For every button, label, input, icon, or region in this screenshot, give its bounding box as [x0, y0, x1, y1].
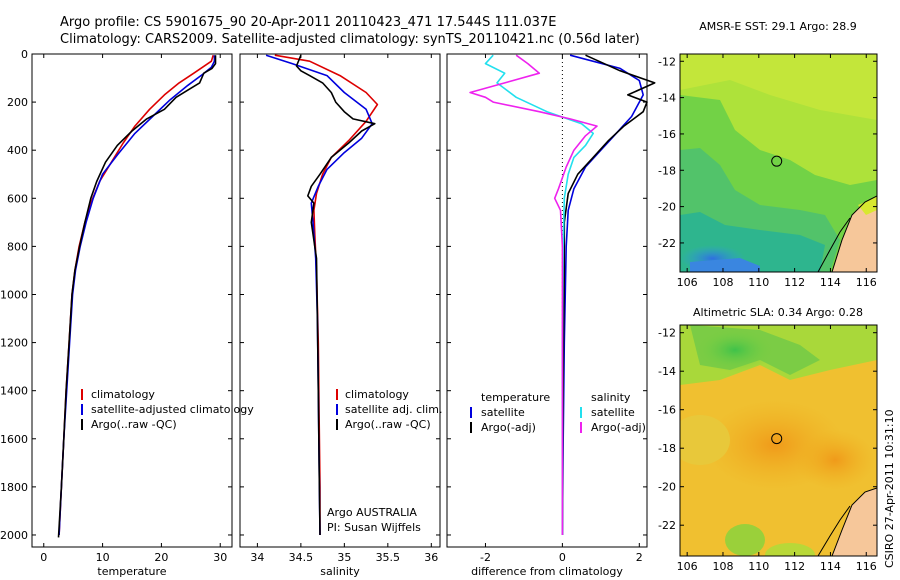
sla_map-ytick-label: -22: [658, 519, 676, 532]
sst_map-xtick-label: 110: [748, 276, 769, 289]
sst-map-title: AMSR-E SST: 29.1 Argo: 28.9: [699, 20, 857, 33]
legend-group-header: salinity: [591, 391, 631, 404]
sla_map-xtick-label: 114: [820, 560, 841, 573]
sst_map-xtick-label: 116: [856, 276, 877, 289]
sst_map-ytick-label: -12: [658, 55, 676, 68]
sla-map-frame: [679, 324, 878, 557]
temperature-ytick-label: 200: [7, 96, 28, 109]
sst_map-xtick-label: 106: [677, 276, 698, 289]
difference-series-temperature-satellite: [561, 54, 645, 536]
salinity-panel: 34 34.5 35 35.5 36 salinity climatology satelli…: [239, 53, 442, 578]
title-line-1: Argo profile: CS 5901675_90 20-Apr-2011 …: [60, 15, 556, 30]
difference-xtick-label: -2: [480, 551, 491, 564]
sla_map-ytick-label: -18: [658, 442, 676, 455]
difference-xtick-label: 2: [636, 551, 643, 564]
sst-coastline: [831, 195, 877, 272]
temperature-xlabel: temperature: [97, 565, 166, 578]
temperature-panel: 0 10 20 30 0 200 400 600 800 1000 1200 1400 1600 1800…: [0, 48, 254, 578]
sla-depth-contour: [817, 505, 851, 556]
sst_map-ytick-label: -20: [658, 201, 676, 214]
sst-depth-contour: [817, 217, 851, 272]
difference-frame: [446, 53, 648, 548]
legend-entry: Argo(..raw -QC): [91, 418, 177, 431]
sst_map-ytick-label: -22: [658, 237, 676, 250]
sst-map-axes: 106 108 110 112 114 116 -12 -14 -16 -18 -20 -22: [658, 54, 877, 289]
sst-map: AMSR-E SST: 29.1 Argo: 28.9 106 108 110 112…: [658, 20, 878, 289]
legend-entry: satellite adj. clim.: [345, 403, 442, 416]
difference-series-temperature-argo-adj-: [561, 54, 656, 536]
temperature-frame: [31, 53, 233, 548]
legend-entry: climatology: [91, 388, 155, 401]
legend-entry: satellite-adjusted climatology: [91, 403, 254, 416]
temperature-xtick-label: 0: [40, 551, 47, 564]
title-line-2: Climatology: CARS2009. Satellite-adjuste…: [60, 32, 640, 47]
sla_map-ytick-label: -12: [658, 327, 676, 340]
difference-xlabel: difference from climatology: [471, 565, 623, 578]
sla_map-ytick-label: -16: [658, 404, 676, 417]
sla-map-title: Altimetric SLA: 0.34 Argo: 0.28: [693, 306, 863, 319]
salinity-xtick-label: 35.5: [376, 551, 401, 564]
salinity-xtick-label: 34.5: [289, 551, 314, 564]
sst_map-ytick-label: -14: [658, 92, 676, 105]
sla_map-ytick-label: -20: [658, 481, 676, 494]
sla-map-axes: 106 108 110 112 114 116 -12 -14 -16 -18 -20 -22: [658, 325, 877, 573]
temperature-series-argo-raw-qc-: [57, 55, 217, 538]
sst_map-ytick-label: -18: [658, 164, 676, 177]
legend-entry: Argo(-adj): [591, 421, 646, 434]
legend-entry: Argo(..raw -QC): [345, 418, 431, 431]
difference-panel: -2 0 2 difference from climatology temperatu…: [446, 53, 656, 578]
sla_map-xtick-label: 116: [856, 560, 877, 573]
salinity-xtick-label: 34: [250, 551, 264, 564]
legend-entry: satellite: [591, 406, 635, 419]
sla-coastline: [831, 487, 877, 556]
temperature-ytick-label: 1800: [0, 481, 28, 494]
csiro-timestamp: CSIRO 27-Apr-2011 10:31:10: [883, 409, 896, 568]
legend-entry: satellite: [481, 406, 525, 419]
salinity-xlabel: salinity: [320, 565, 360, 578]
temperature-ytick-label: 1400: [0, 385, 28, 398]
temperature-xtick-label: 20: [154, 551, 168, 564]
difference-series-salinity-satellite: [484, 54, 595, 535]
difference-xtick-label: 0: [559, 551, 566, 564]
sst-map-field: [680, 54, 877, 272]
sla_map-argo-location-marker: [771, 433, 783, 445]
temperature-ytick-label: 800: [7, 240, 28, 253]
sst_map-xtick-label: 114: [820, 276, 841, 289]
salinity-xtick-label: 36: [424, 551, 438, 564]
salinity-series-argo-raw-qc-: [295, 54, 376, 536]
legend-entry: Argo(-adj): [481, 421, 536, 434]
sla_map-ytick-label: -14: [658, 365, 676, 378]
sst_map-xtick-label: 108: [712, 276, 733, 289]
salinity-annotation: Argo AUSTRALIA: [327, 506, 417, 519]
legend-group-header: temperature: [481, 391, 550, 404]
sla-map-field: [680, 325, 877, 556]
sst_map-xtick-label: 112: [784, 276, 805, 289]
sst-map-frame: [679, 53, 878, 273]
salinity-annotation: PI: Susan Wijffels: [327, 521, 421, 534]
temperature-ytick-label: 1200: [0, 337, 28, 350]
salinity-xtick-label: 35: [337, 551, 351, 564]
temperature-ytick-label: 1600: [0, 433, 28, 446]
sla_map-xtick-label: 106: [677, 560, 698, 573]
sst_map-ytick-label: -16: [658, 128, 676, 141]
temperature-ytick-label: 2000: [0, 529, 28, 542]
sst_map-argo-location-marker: [771, 155, 783, 167]
temperature-ytick-label: 600: [7, 192, 28, 205]
temperature-ytick-label: 0: [21, 48, 28, 61]
sla_map-xtick-label: 108: [712, 560, 733, 573]
temperature-xtick-label: 30: [213, 551, 227, 564]
sla_map-xtick-label: 112: [784, 560, 805, 573]
temperature-xtick-label: 10: [96, 551, 110, 564]
legend-entry: climatology: [345, 388, 409, 401]
sla-map: Altimetric SLA: 0.34 Argo: 0.28 106 108 11…: [658, 306, 878, 573]
difference-series-salinity-argo-adj-: [469, 54, 598, 535]
salinity-series-climatology: [274, 54, 379, 535]
salinity-frame: [239, 53, 441, 548]
sla_map-xtick-label: 110: [748, 560, 769, 573]
temperature-ytick-label: 400: [7, 144, 28, 157]
temperature-ytick-label: 1000: [0, 288, 28, 301]
